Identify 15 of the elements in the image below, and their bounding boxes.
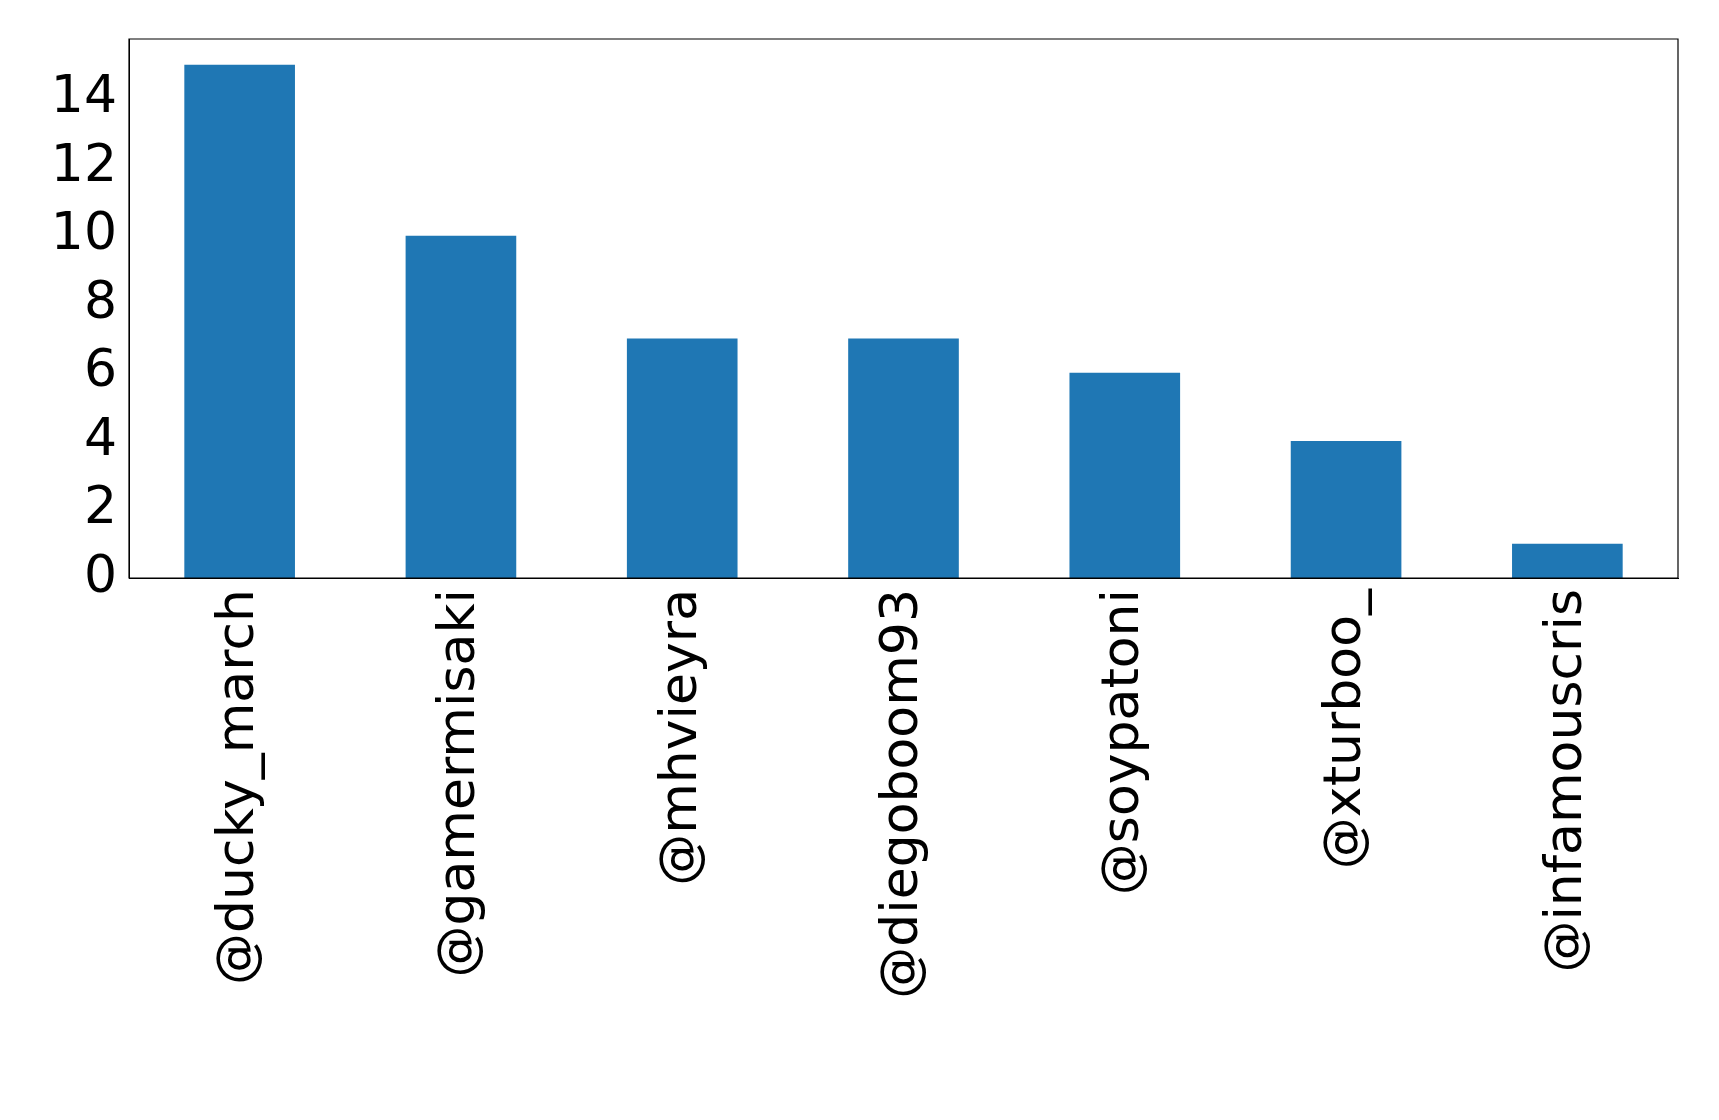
y-tick-label: 0 [83,543,117,604]
y-tick-label: 2 [83,475,117,536]
y-tick-label: 10 [50,201,117,262]
y-tick-label: 12 [50,132,117,193]
y-tick-label: 6 [83,338,117,399]
x-tick-label: @soypatoni [1090,589,1151,896]
y-tick-label: 4 [83,406,117,467]
y-tick-label: 8 [83,269,117,330]
y-tick-label: 14 [50,64,117,125]
x-tick-label: @diegoboom93 [869,589,930,999]
x-tick-label: @infamouscris [1532,589,1593,973]
x-tick-label: @ducky_march [205,589,266,985]
x-tick-label: @mhvieyra [647,589,708,886]
x-tick-label: @gamermisaki [426,589,487,978]
x-tick-label: @xturboo_ [1311,588,1372,870]
